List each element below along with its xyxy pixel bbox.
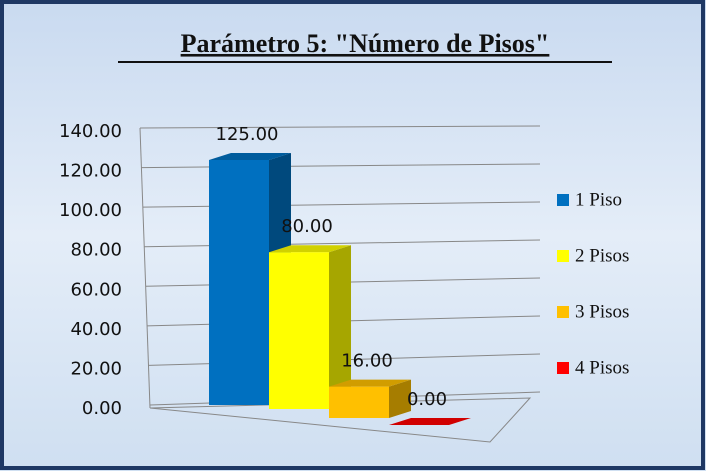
value-label: 80.00 bbox=[281, 216, 333, 237]
y-tick-label: 140.00 bbox=[59, 121, 122, 142]
bar-side bbox=[389, 379, 411, 418]
y-tick-label: 0.00 bbox=[82, 398, 122, 419]
grid-line bbox=[141, 163, 541, 169]
chart-title: Parámetro 5: "Número de Pisos" bbox=[181, 29, 550, 58]
bar-side bbox=[329, 245, 351, 409]
bar-top bbox=[329, 379, 411, 387]
value-label: 125.00 bbox=[216, 124, 279, 145]
y-tick-label: 100.00 bbox=[59, 200, 122, 221]
legend-swatch bbox=[557, 194, 569, 206]
y-tick-label: 120.00 bbox=[59, 161, 122, 182]
bar-top bbox=[269, 245, 351, 253]
value-label: 0.00 bbox=[407, 389, 447, 410]
y-tick-label: 20.00 bbox=[70, 358, 122, 379]
bar bbox=[209, 160, 269, 405]
value-label: 16.00 bbox=[341, 351, 393, 372]
legend-label: 3 Pisos bbox=[575, 301, 629, 322]
legend-swatch bbox=[557, 362, 569, 374]
legend-swatch bbox=[557, 250, 569, 262]
legend-label: 1 Piso bbox=[575, 189, 622, 210]
wall-edge bbox=[139, 127, 151, 409]
y-tick-label: 80.00 bbox=[70, 240, 122, 261]
y-tick-label: 60.00 bbox=[70, 279, 122, 300]
bar bbox=[329, 386, 389, 418]
bar-top bbox=[389, 418, 471, 425]
grid-line bbox=[139, 125, 541, 129]
legend-label: 2 Pisos bbox=[575, 245, 629, 266]
legend-swatch bbox=[557, 306, 569, 318]
legend-label: 4 Pisos bbox=[575, 357, 629, 378]
bar bbox=[269, 252, 329, 409]
bar-top bbox=[209, 153, 291, 160]
y-tick-label: 40.00 bbox=[70, 319, 122, 340]
